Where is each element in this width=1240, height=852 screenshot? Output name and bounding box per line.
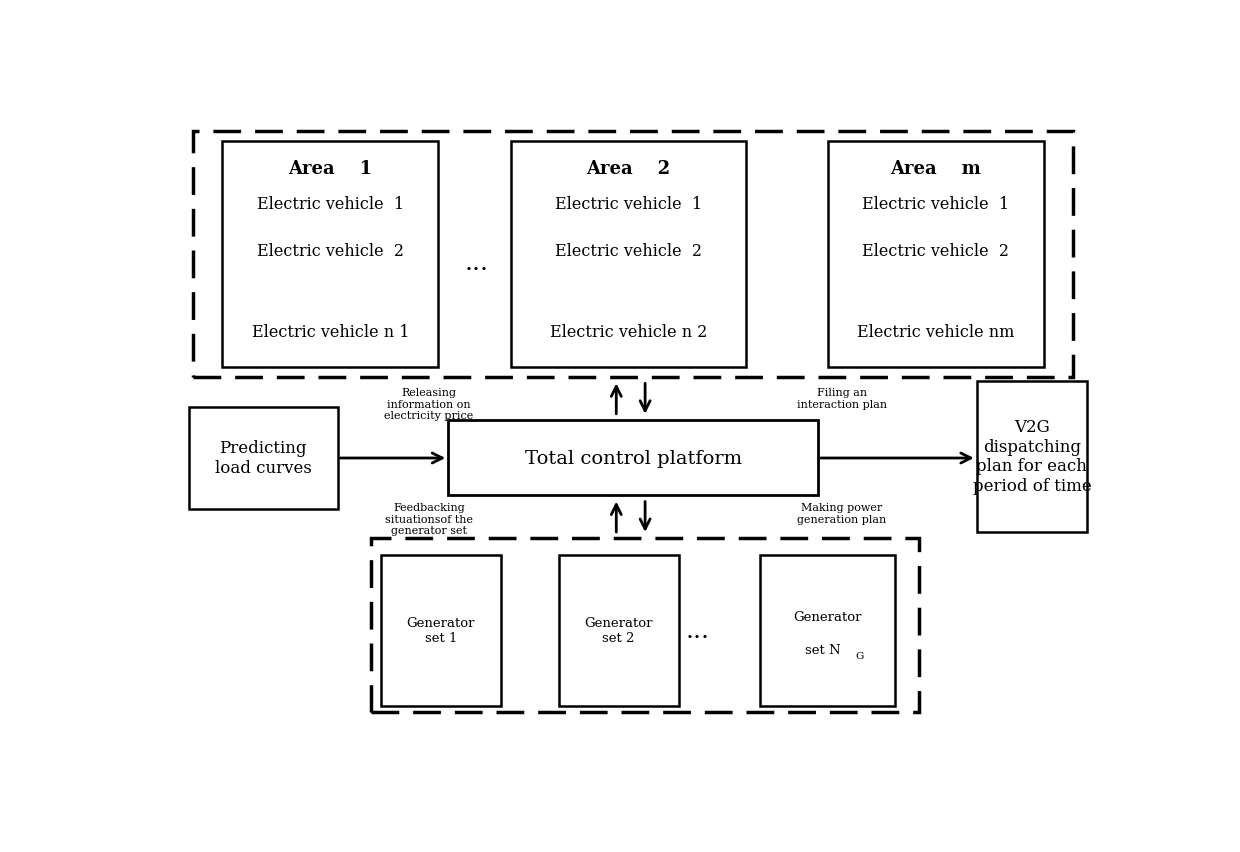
Text: Electric vehicle n 2: Electric vehicle n 2 — [549, 324, 707, 341]
Text: V2G
dispatching
plan for each
period of time: V2G dispatching plan for each period of … — [972, 418, 1091, 494]
FancyBboxPatch shape — [511, 141, 746, 368]
Text: Electric vehicle  2: Electric vehicle 2 — [862, 243, 1009, 260]
FancyBboxPatch shape — [558, 555, 678, 705]
FancyBboxPatch shape — [193, 132, 1073, 377]
Text: Feedbacking
situationsof the
generator set: Feedbacking situationsof the generator s… — [384, 503, 472, 536]
Text: Making power
generation plan: Making power generation plan — [797, 503, 887, 524]
Text: ...: ... — [465, 251, 489, 274]
Text: G: G — [856, 651, 863, 659]
FancyBboxPatch shape — [188, 407, 337, 509]
Text: Total control platform: Total control platform — [525, 449, 742, 467]
FancyBboxPatch shape — [448, 420, 818, 496]
FancyBboxPatch shape — [381, 555, 501, 705]
Text: Electric vehicle n 1: Electric vehicle n 1 — [252, 324, 409, 341]
Text: set N: set N — [805, 643, 841, 657]
Text: Area    1: Area 1 — [289, 160, 372, 178]
Text: Filing an
interaction plan: Filing an interaction plan — [797, 388, 887, 409]
Text: Area    m: Area m — [890, 160, 981, 178]
FancyBboxPatch shape — [222, 141, 439, 368]
Text: Electric vehicle  2: Electric vehicle 2 — [257, 243, 404, 260]
Text: Area    2: Area 2 — [587, 160, 671, 178]
Text: Electric vehicle  1: Electric vehicle 1 — [257, 195, 404, 212]
Text: Predicting
load curves: Predicting load curves — [215, 440, 311, 476]
FancyBboxPatch shape — [977, 381, 1087, 532]
Text: Generator
set 1: Generator set 1 — [407, 616, 475, 644]
Text: Electric vehicle  2: Electric vehicle 2 — [554, 243, 702, 260]
Text: Electric vehicle  1: Electric vehicle 1 — [862, 195, 1009, 212]
FancyBboxPatch shape — [371, 538, 919, 712]
Text: Generator
set 2: Generator set 2 — [584, 616, 653, 644]
Text: Electric vehicle  1: Electric vehicle 1 — [554, 195, 702, 212]
Text: Generator: Generator — [794, 611, 862, 624]
Text: Electric vehicle nm: Electric vehicle nm — [857, 324, 1014, 341]
Text: ...: ... — [686, 619, 711, 642]
FancyBboxPatch shape — [760, 555, 895, 705]
Text: Releasing
information on
electricity price: Releasing information on electricity pri… — [384, 388, 474, 421]
FancyBboxPatch shape — [828, 141, 1044, 368]
